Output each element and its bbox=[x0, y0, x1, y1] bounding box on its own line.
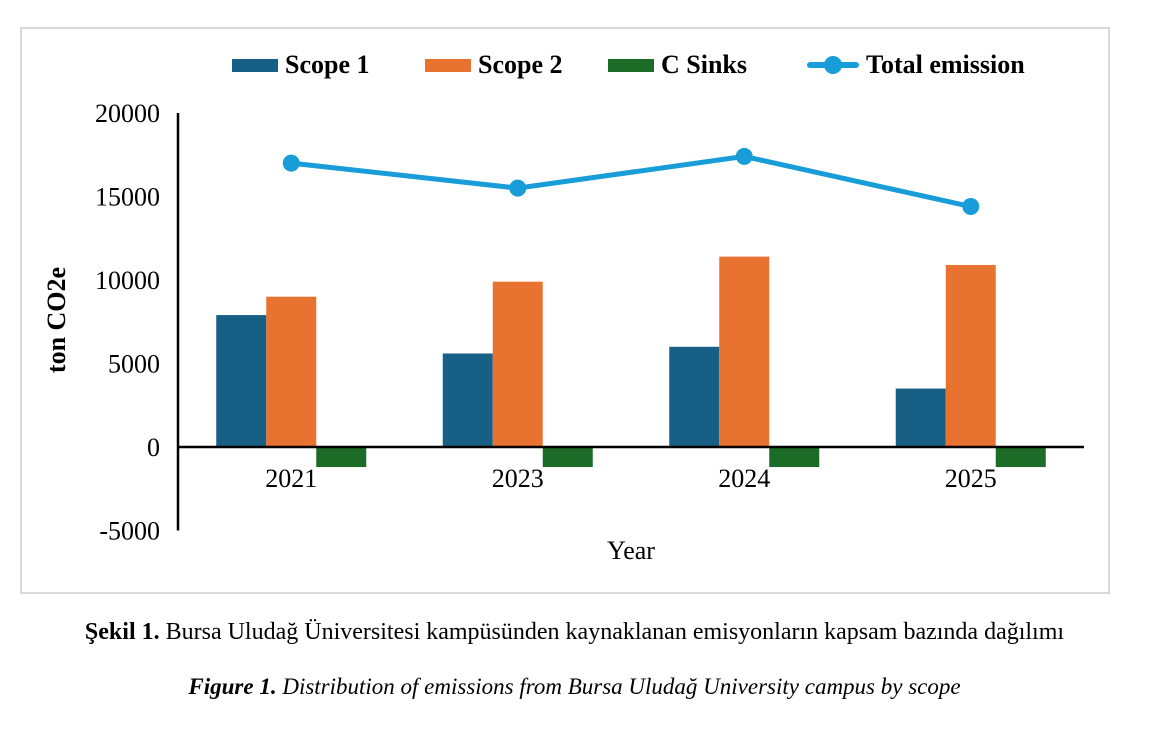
bar-scope-1-2025 bbox=[895, 388, 946, 447]
bar-scope-2-2021 bbox=[266, 296, 317, 447]
legend-item-total-emission: Total emission bbox=[807, 50, 1025, 80]
marker-total-emission-2025 bbox=[962, 198, 980, 216]
y-tick-label-10000: 10000 bbox=[95, 266, 160, 295]
line-total-emission bbox=[288, 153, 974, 210]
y-tick-label-5000: 5000 bbox=[108, 350, 160, 379]
x-tick-label-2024: 2024 bbox=[718, 464, 770, 493]
caption-turkish-text: Bursa Uludağ Üniversitesi kampüsünden ka… bbox=[159, 619, 1065, 645]
legend-swatch-scope-1 bbox=[232, 58, 278, 72]
legend-item-c-sinks: C Sinks bbox=[608, 50, 747, 80]
x-axis-title: Year bbox=[607, 536, 655, 565]
legend-label-scope-1: Scope 1 bbox=[285, 50, 370, 79]
bar-c-sinks-2025 bbox=[995, 447, 1046, 468]
legend-label-scope-2: Scope 2 bbox=[478, 50, 563, 79]
marker-total-emission-2024 bbox=[735, 147, 753, 165]
bar-scope-2-2025 bbox=[945, 264, 996, 447]
bar-c-sinks-2023 bbox=[542, 447, 593, 468]
caption-turkish: Şekil 1. Bursa Uludağ Üniversitesi kampü… bbox=[0, 616, 1149, 648]
y-tick-label-20000: 20000 bbox=[95, 99, 160, 128]
legend-line-marker-icon bbox=[807, 56, 859, 74]
legend-label-total-emission: Total emission bbox=[866, 50, 1025, 79]
x-tick-label-2025: 2025 bbox=[945, 464, 997, 493]
legend-label-c-sinks: C Sinks bbox=[661, 50, 747, 79]
chart-legend: Scope 1 Scope 2 C Sinks Total emission bbox=[22, 50, 1108, 80]
y-tick-label-15000: 15000 bbox=[95, 183, 160, 212]
marker-total-emission-2021 bbox=[282, 154, 300, 172]
marker-total-emission-2023 bbox=[509, 179, 527, 197]
legend-item-scope-1: Scope 1 bbox=[232, 50, 370, 80]
chart-frame: 20000 15000 10000 5000 0 -5000 2021 2023 2024 202… bbox=[20, 27, 1110, 594]
bar-scope-2-2023 bbox=[492, 281, 543, 447]
caption-english: Figure 1. Distribution of emissions from… bbox=[0, 671, 1149, 703]
bar-scope-2-2024 bbox=[719, 256, 770, 447]
y-tick-label--5000: -5000 bbox=[99, 517, 160, 546]
caption-english-text: Distribution of emissions from Bursa Ulu… bbox=[276, 674, 961, 699]
bar-c-sinks-2024 bbox=[769, 447, 820, 468]
bar-scope-1-2023 bbox=[442, 353, 493, 447]
bar-c-sinks-2021 bbox=[316, 447, 367, 468]
legend-line-dot bbox=[824, 56, 842, 74]
bar-scope-1-2021 bbox=[216, 315, 267, 447]
caption-turkish-label: Şekil 1. bbox=[84, 619, 160, 645]
bar-scope-1-2024 bbox=[669, 346, 720, 447]
legend-swatch-scope-2 bbox=[425, 58, 471, 72]
chart-plot: 20000 15000 10000 5000 0 -5000 2021 2023 2024 202… bbox=[95, 99, 1084, 546]
legend-swatch-c-sinks bbox=[608, 58, 654, 72]
x-tick-label-2023: 2023 bbox=[492, 464, 544, 493]
legend-item-scope-2: Scope 2 bbox=[425, 50, 563, 80]
y-tick-label-0: 0 bbox=[147, 433, 160, 462]
x-tick-label-2021: 2021 bbox=[265, 464, 317, 493]
caption-english-label: Figure 1. bbox=[188, 674, 277, 699]
y-axis-title: ton CO2e bbox=[42, 266, 71, 374]
